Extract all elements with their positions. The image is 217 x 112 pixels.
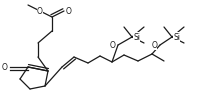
Text: O: O [66, 6, 72, 15]
Text: O: O [37, 7, 43, 16]
Text: O: O [109, 41, 115, 50]
Text: Si: Si [133, 33, 140, 42]
Text: Si: Si [173, 33, 180, 42]
Text: O: O [2, 63, 8, 72]
Text: O: O [151, 41, 157, 50]
